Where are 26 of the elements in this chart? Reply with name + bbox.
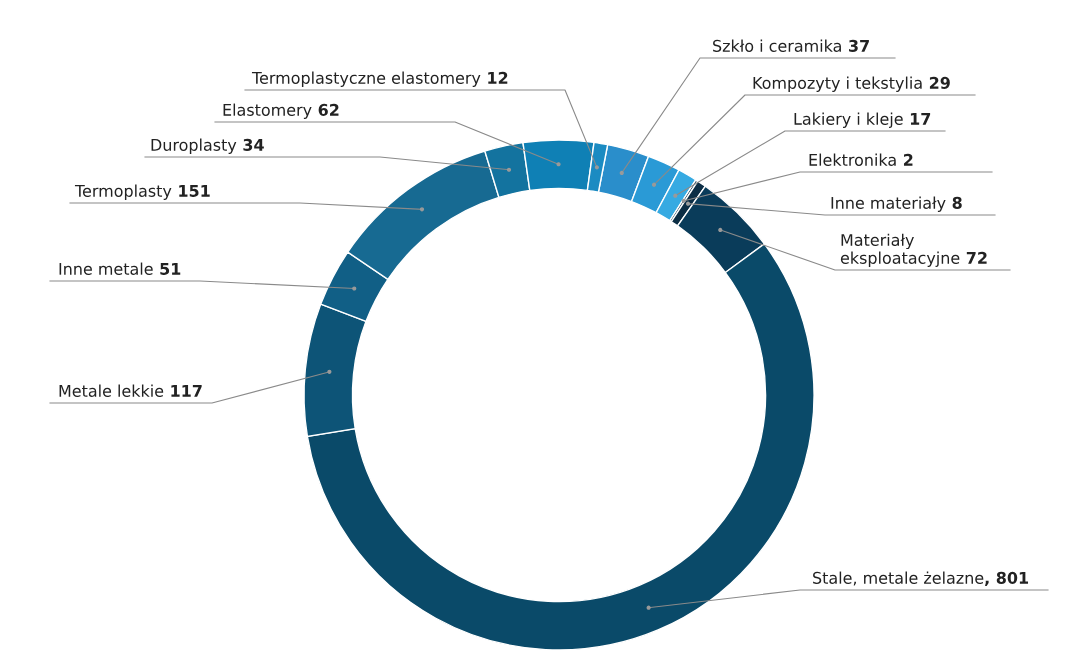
slice-label: Materiały eksploatacyjne — [840, 233, 960, 267]
slice-label: Metale lekkie — [59, 384, 164, 397]
data-label: 34 — [243, 138, 264, 151]
slice-label: Inne materiały — [831, 196, 946, 212]
slice-label: Kompozyty i tekstylia — [753, 76, 922, 92]
data-label: , 801 — [985, 571, 1029, 586]
data-label: 29 — [929, 76, 950, 89]
data-label: 117 — [171, 385, 202, 397]
slice-label: Elektronika — [809, 153, 896, 166]
slice-label: Szkło i ceramika — [713, 39, 841, 52]
slice-label: Lakiery i kleje — [794, 112, 903, 128]
data-label: 8 — [952, 196, 962, 209]
data-label: 62 — [318, 103, 339, 116]
data-label: 72 — [966, 251, 987, 264]
slice-label: Termoplastyczne elastomery — [251, 71, 481, 87]
data-label: 151 — [179, 185, 210, 197]
data-label: 17 — [910, 113, 931, 125]
data-label: 12 — [488, 71, 508, 84]
slice-label: Stale, metale żelazne — [813, 571, 984, 586]
data-label: 2 — [903, 153, 913, 166]
slice-label: Termoplasty — [74, 184, 172, 200]
data-label: 51 — [160, 263, 181, 275]
slice-label: Inne metale — [59, 262, 153, 275]
slice-label: Duroplasty — [151, 138, 237, 154]
slice-label: Elastomery — [223, 103, 312, 119]
data-label: 37 — [849, 39, 869, 52]
